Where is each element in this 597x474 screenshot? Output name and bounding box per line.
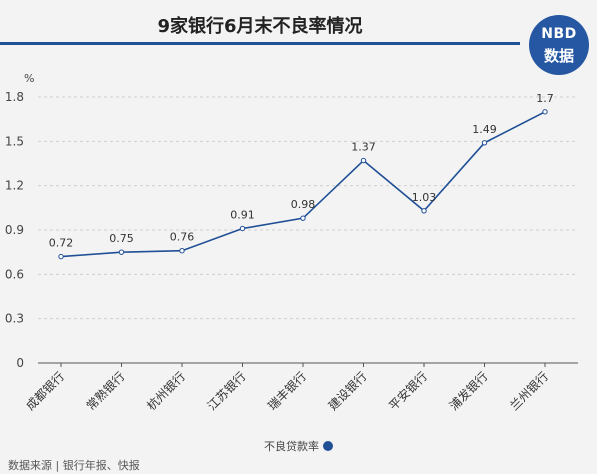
logo-text-nbd: NBD (541, 26, 577, 42)
y-tick-label: 1.2 (5, 179, 24, 193)
x-tick-label: 江苏银行 (205, 369, 249, 413)
data-point (421, 208, 427, 214)
y-tick-label: 0 (16, 356, 24, 370)
y-tick-label: 1.8 (5, 90, 24, 104)
data-point (179, 247, 185, 254)
x-tick-label: 成都银行 (23, 369, 67, 413)
y-axis-unit: % (24, 72, 35, 85)
x-tick-label: 浦发银行 (446, 369, 491, 414)
data-point (239, 225, 246, 232)
data-label: 1.49 (472, 123, 497, 136)
legend: 不良贷款率 (0, 438, 597, 454)
source-note: 数据来源 | 银行年报、快报 (8, 459, 140, 472)
x-tick-label: 平安银行 (386, 369, 431, 414)
data-label: 0.72 (49, 237, 74, 250)
data-label: 0.98 (291, 198, 316, 211)
legend-marker (323, 441, 333, 451)
x-tick-label: 杭州银行 (144, 369, 189, 414)
chart-title: 9家银行6月末不良率情况 (157, 16, 363, 37)
y-tick-label: 0.9 (5, 223, 24, 237)
x-tick-label: 建设银行 (326, 369, 370, 413)
x-tick-label: 常熟银行 (83, 369, 128, 414)
data-points (58, 109, 548, 260)
data-label: 1.37 (351, 141, 376, 154)
y-tick-label: 1.5 (5, 134, 24, 148)
x-tick-label: 瑞丰银行 (265, 369, 309, 413)
data-point (58, 253, 64, 260)
nbd-logo: NBD 数据 (529, 15, 589, 75)
data-label: 1.03 (412, 191, 437, 204)
data-point (360, 157, 367, 164)
y-tick-label: 0.6 (5, 267, 24, 281)
data-label: 1.7 (536, 92, 554, 105)
data-point (118, 249, 125, 255)
y-axis-ticks: 0 0.3 0.6 0.9 1.2 1.5 1.8 (5, 90, 24, 370)
data-point (300, 215, 306, 221)
legend-label: 不良贷款率 (264, 440, 319, 453)
data-point (542, 109, 548, 115)
x-axis-ticks: 成都银行 常熟银行 杭州银行 江苏银行 瑞丰银行 建设银行 平安银行 浦发银行 兰州银行 (23, 363, 551, 413)
x-tick-label: 兰州银行 (507, 369, 551, 413)
data-label: 0.75 (109, 232, 134, 245)
title-divider (0, 42, 520, 45)
logo-text-data: 数据 (543, 47, 574, 65)
data-point (481, 140, 488, 146)
y-tick-label: 0.3 (5, 312, 24, 326)
data-labels: 0.72 0.75 0.76 0.91 0.98 1.37 1.03 1.49 1.7 (49, 92, 554, 250)
data-label: 0.76 (170, 231, 195, 244)
data-label: 0.91 (230, 209, 255, 222)
